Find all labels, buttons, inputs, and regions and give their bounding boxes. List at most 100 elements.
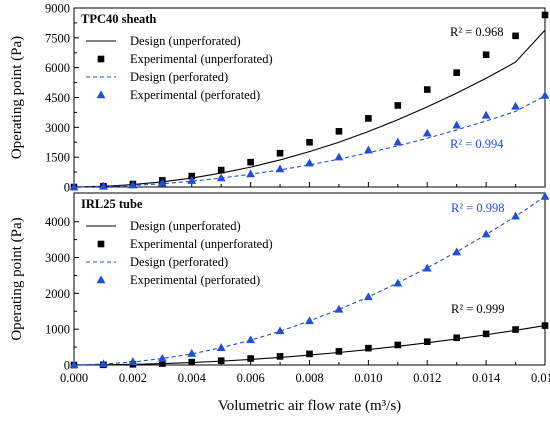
- x-tick-label: 0.002: [119, 371, 147, 385]
- data-point: [452, 120, 462, 129]
- data-point: [540, 191, 550, 200]
- data-point: [541, 322, 549, 329]
- legend-marker-swatch: [97, 55, 105, 63]
- data-point: [393, 137, 403, 146]
- y-tick-label: 6000: [45, 61, 70, 75]
- data-point: [512, 326, 519, 333]
- data-point: [423, 86, 431, 93]
- data-point: [335, 348, 343, 355]
- data-point: [306, 138, 313, 146]
- legend: Design (unperforated) Experimental (unper…: [86, 34, 273, 102]
- legend-label: Design (perforated): [130, 255, 228, 269]
- data-point: [247, 355, 254, 362]
- data-point: [159, 360, 166, 367]
- x-axis-ticks: 0.000 0.002 0.004 0.006 0.008 0.010 0.012 0.014…: [60, 360, 550, 385]
- legend-marker-swatch: [96, 90, 106, 99]
- panel-title: IRL25 tube: [81, 197, 143, 211]
- data-point: [423, 338, 431, 346]
- data-point: [305, 316, 314, 325]
- data-point: [363, 292, 373, 301]
- y-tick-label: 3000: [45, 251, 70, 265]
- data-point: [453, 334, 460, 342]
- y-tick-label: 4500: [45, 91, 70, 105]
- data-point: [157, 353, 167, 362]
- data-point: [275, 164, 285, 173]
- data-point: [188, 358, 196, 366]
- r2-annotation: R² = 0.998: [451, 201, 505, 215]
- legend-label: Experimental (unperforated): [130, 52, 273, 66]
- data-point: [335, 128, 343, 135]
- legend-marker-swatch: [96, 275, 106, 284]
- data-point: [365, 344, 372, 352]
- data-point: [246, 169, 256, 178]
- data-point: [481, 229, 491, 238]
- series-layer: [69, 11, 550, 191]
- y-axis-label: Operating point (Pa): [9, 36, 25, 159]
- y-axis-ticks: 0 1500 3000 4500 6000 7500 9000: [45, 2, 79, 195]
- data-point: [99, 359, 108, 368]
- y-tick-label: 1500: [45, 151, 70, 165]
- panel-title: TPC40 sheath: [81, 12, 156, 26]
- x-tick-label: 0.010: [354, 371, 382, 385]
- data-point: [276, 353, 284, 360]
- data-point: [187, 176, 197, 184]
- data-point: [512, 32, 519, 40]
- data-point: [187, 348, 197, 357]
- x-tick-label: 0.016: [531, 371, 550, 385]
- data-point: [306, 350, 313, 358]
- data-point: [157, 178, 167, 187]
- series-line: [73, 29, 546, 188]
- y-tick-label: 7500: [45, 31, 70, 45]
- panel-top: 0 1500 3000 4500 6000 7500 9000 TPC40 sheath D…: [45, 2, 550, 195]
- data-point: [393, 278, 403, 287]
- data-point: [216, 343, 226, 351]
- data-point: [365, 115, 372, 122]
- data-point: [305, 158, 314, 167]
- data-point: [275, 326, 285, 335]
- x-tick-label: 0.008: [295, 371, 323, 385]
- data-point: [247, 158, 254, 166]
- x-tick-label: 0.000: [60, 371, 88, 385]
- r2-annotation: R² = 0.999: [451, 302, 505, 316]
- x-tick-label: 0.014: [472, 371, 501, 385]
- legend-label: Experimental (perforated): [130, 88, 260, 102]
- legend-label: Design (unperforated): [130, 34, 241, 48]
- data-point: [540, 90, 550, 99]
- y-tick-label: 0: [64, 359, 70, 373]
- x-tick-label: 0.004: [178, 371, 207, 385]
- data-point: [363, 145, 373, 154]
- y-axis-label: Operating point (Pa): [9, 217, 25, 340]
- r2-annotation: R² = 0.968: [450, 25, 504, 39]
- data-point: [422, 263, 432, 272]
- data-point: [511, 211, 520, 220]
- data-point: [394, 341, 402, 349]
- data-point: [481, 110, 491, 119]
- x-axis-label: Volumetric air flow rate (m³/s): [218, 398, 401, 414]
- data-point: [334, 304, 344, 313]
- data-point: [69, 182, 79, 191]
- y-tick-label: 4000: [45, 215, 70, 229]
- y-tick-label: 0: [64, 181, 70, 195]
- y-axis-ticks: 0 1000 2000 3000 4000: [45, 215, 79, 373]
- legend: Design (unperforated) Experimental (unper…: [86, 219, 273, 287]
- legend-label: Experimental (unperforated): [130, 237, 273, 251]
- y-tick-label: 3000: [45, 121, 70, 135]
- y-tick-label: 2000: [45, 287, 70, 301]
- data-point: [246, 335, 256, 344]
- x-tick-label: 0.012: [413, 371, 441, 385]
- data-point: [453, 69, 460, 76]
- legend-marker-swatch: [97, 240, 105, 248]
- data-point: [334, 152, 344, 161]
- data-point: [482, 51, 490, 59]
- data-point: [217, 357, 225, 364]
- data-point: [394, 102, 402, 109]
- r2-annotation: R² = 0.994: [450, 137, 504, 151]
- data-point: [276, 149, 284, 157]
- legend-label: Design (perforated): [130, 70, 228, 84]
- data-point: [69, 360, 79, 369]
- series-layer: [69, 191, 550, 369]
- data-point: [482, 330, 490, 338]
- data-point: [541, 11, 549, 19]
